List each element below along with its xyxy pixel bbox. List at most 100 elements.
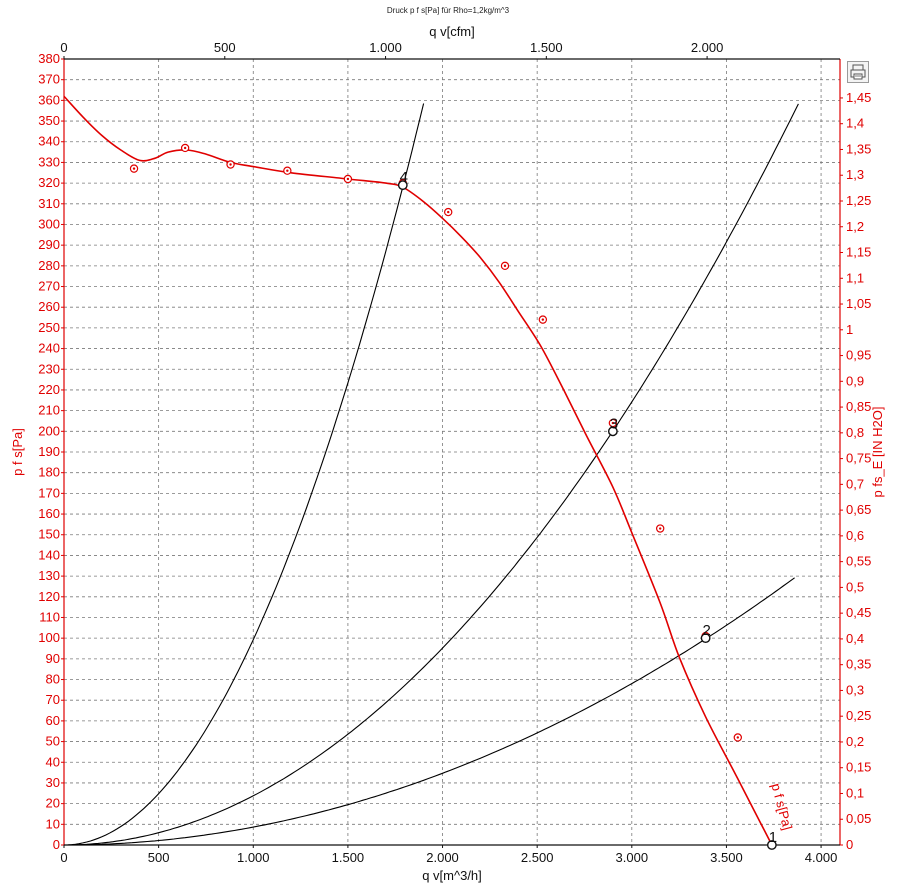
y-tick-label: 340 [38, 134, 60, 149]
y2-tick-label: 0,7 [846, 476, 864, 491]
y2-tick-label: 0,15 [846, 760, 871, 775]
y-tick-label: 190 [38, 444, 60, 459]
x-tick-label: 500 [148, 850, 170, 865]
y2-tick-label: 0,25 [846, 708, 871, 723]
x2-tick-label: 2.000 [691, 40, 724, 55]
x2-axis-title: q v[cfm] [429, 24, 475, 39]
y2-tick-label: 1,45 [846, 90, 871, 105]
operating-point-marker [700, 633, 711, 644]
y-tick-label: 180 [38, 465, 60, 480]
y-tick-label: 250 [38, 320, 60, 335]
x2-tick-label: 0 [60, 40, 67, 55]
fan-curve-marker-dot [611, 421, 615, 425]
x-tick-label: 1.500 [332, 850, 365, 865]
operating-point-label: 1 [769, 829, 777, 846]
y-tick-label: 170 [38, 485, 60, 500]
y2-tick-label: 0,6 [846, 528, 864, 543]
y-tick-label: 120 [38, 589, 60, 604]
fan-curve-marker-dot [541, 318, 545, 321]
y-tick-label: 100 [38, 630, 60, 645]
x-tick-label: 3.500 [710, 850, 743, 865]
y-tick-label: 20 [46, 796, 60, 811]
x-tick-label: 2.500 [521, 850, 554, 865]
y2-tick-label: 0,75 [846, 451, 871, 466]
y-tick-label: 50 [46, 734, 60, 749]
y2-tick-label: 1 [846, 322, 853, 337]
x-tick-label: 2.000 [426, 850, 459, 865]
y2-tick-label: 0,5 [846, 579, 864, 594]
system-curve-3 [64, 577, 795, 846]
operating-point-marker [607, 426, 618, 437]
y-tick-label: 30 [46, 775, 60, 790]
y-tick-label: 240 [38, 341, 60, 356]
fan-curve-marker-dot [286, 169, 289, 172]
y-tick-label: 70 [46, 692, 60, 707]
y2-tick-label: 0,1 [846, 785, 864, 800]
fan-curve-marker-dot [229, 163, 232, 166]
y2-tick-label: 1,15 [846, 245, 871, 260]
operating-point-label: 2 [702, 622, 710, 639]
y2-tick-label: 0,65 [846, 502, 871, 517]
y-tick-label: 40 [46, 754, 60, 769]
fan-curve-marker-dot [447, 210, 450, 214]
y-tick-label: 270 [38, 279, 60, 294]
y-tick-label: 380 [38, 51, 60, 66]
y2-tick-label: 1,05 [846, 296, 871, 311]
y-tick-label: 310 [38, 196, 60, 211]
y2-tick-label: 0,8 [846, 425, 864, 440]
x-axis-title: q v[m^3/h] [422, 868, 482, 883]
x2-tick-label: 1.500 [530, 40, 563, 55]
fan-curve-marker-dot [658, 527, 662, 530]
y-tick-label: 360 [38, 92, 60, 107]
operating-point-label: 3 [610, 415, 618, 432]
y2-tick-label: 1,3 [846, 167, 864, 182]
grid [64, 58, 840, 845]
y2-tick-label: 1,25 [846, 193, 871, 208]
y2-tick-label: 0,05 [846, 811, 871, 826]
y-tick-label: 200 [38, 423, 60, 438]
y-tick-label: 320 [38, 175, 60, 190]
y-tick-label: 280 [38, 258, 60, 273]
y2-tick-label: 0,9 [846, 373, 864, 388]
x2-tick-label: 500 [214, 40, 236, 55]
y-tick-label: 330 [38, 154, 60, 169]
system-curve-2 [64, 103, 799, 846]
x2-tick-label: 1.000 [369, 40, 402, 55]
operating-point-marker [397, 180, 408, 191]
y-tick-label: 110 [39, 609, 60, 624]
y-tick-label: 60 [46, 713, 60, 728]
y2-tick-label: 0,35 [846, 657, 871, 672]
fan-curve-marker-dot [503, 264, 507, 268]
chart-title: Druck p f s[Pa] für Rho=1,2kg/m^3 [387, 6, 510, 15]
y-tick-label: 150 [38, 527, 60, 542]
system-curve-1 [63, 103, 425, 846]
y2-tick-label: 0 [846, 837, 853, 852]
fan-curve-line [63, 95, 773, 846]
y-tick-label: 230 [38, 361, 60, 376]
axes: 0102030405060708090100110120130140150160… [38, 40, 871, 865]
y2-tick-label: 1,2 [846, 219, 864, 234]
y-tick-label: 210 [38, 403, 60, 418]
y-tick-label: 160 [38, 506, 60, 521]
print-preview-icon[interactable] [847, 61, 869, 83]
y2-axis-title: p fs_E [IN H2O] [870, 406, 885, 497]
x-tick-label: 0 [60, 850, 67, 865]
fan-curve-marker-dot [183, 146, 187, 150]
y-tick-label: 370 [38, 72, 60, 87]
y-tick-label: 130 [38, 568, 60, 583]
y-tick-label: 260 [38, 299, 60, 314]
x-tick-label: 1.000 [237, 850, 270, 865]
y2-tick-label: 0,85 [846, 399, 871, 414]
y-tick-label: 140 [38, 547, 60, 562]
y-tick-label: 220 [38, 382, 60, 397]
y-axis-title: p f s[Pa] [10, 428, 25, 476]
y-tick-label: 0 [53, 837, 60, 852]
y2-tick-label: 1,4 [846, 116, 864, 131]
y2-tick-label: 0,95 [846, 348, 871, 363]
y-tick-label: 10 [46, 816, 60, 831]
fan-curve-marker-dot [132, 167, 136, 170]
operating-point-marker [766, 840, 777, 850]
y-tick-label: 80 [46, 672, 60, 687]
